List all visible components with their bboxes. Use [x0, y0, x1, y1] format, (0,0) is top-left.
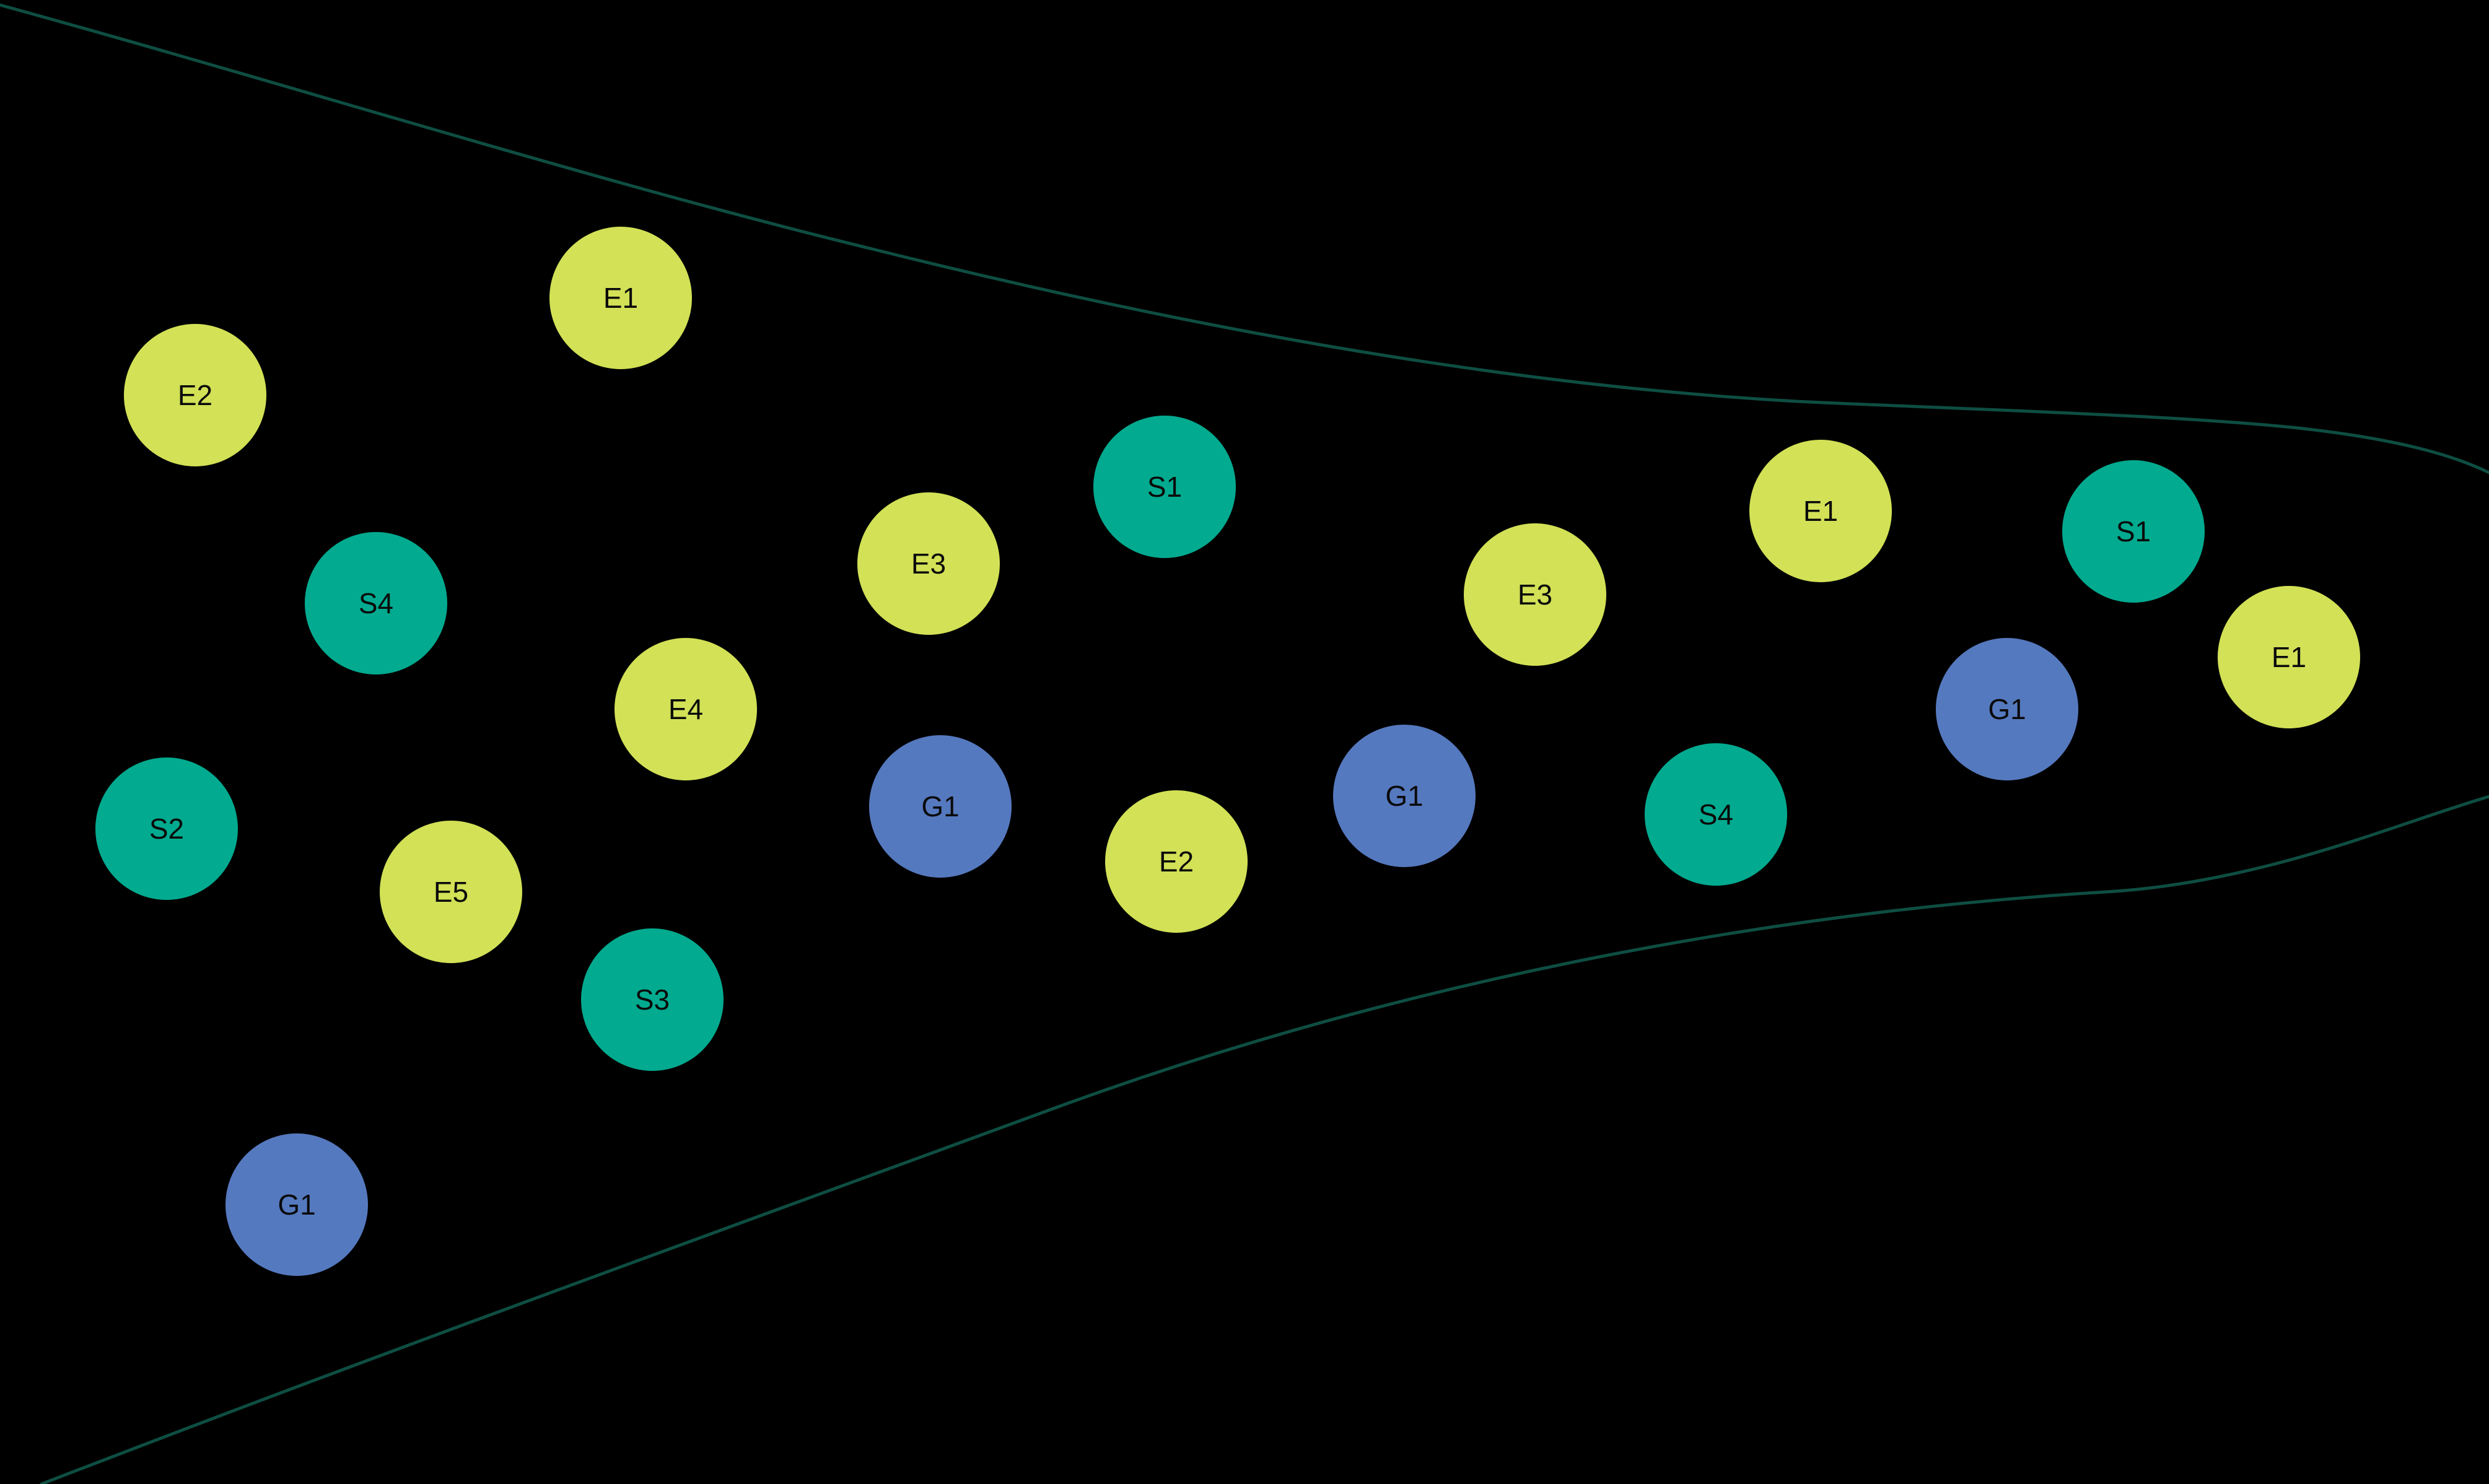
nodes-layer: E1 E2 S1 E1 S1 E3 E3 S4 E1 E4 G1 G1 G1 S4 S2 E2 E5 S3 G1 [95, 227, 2360, 1276]
node-label: G1 [1385, 780, 1423, 812]
node-circle [869, 735, 1012, 878]
graph-node[interactable]: E5 [380, 821, 522, 963]
node-label: E1 [2272, 641, 2306, 673]
node-label: S3 [635, 984, 670, 1016]
graph-node[interactable]: S4 [305, 532, 447, 674]
graph-node[interactable]: E3 [1464, 523, 1606, 666]
node-label: S2 [149, 813, 184, 845]
node-circle [124, 324, 266, 466]
node-circle [1464, 523, 1606, 666]
graph-node[interactable]: S4 [1645, 743, 1787, 886]
node-circle [2062, 460, 2205, 603]
node-circle [2218, 586, 2360, 728]
node-label: S1 [1147, 471, 1182, 503]
graph-node[interactable]: E1 [549, 227, 692, 369]
node-circle [1749, 440, 1892, 582]
node-circle [615, 638, 757, 780]
node-label: E5 [434, 876, 468, 908]
node-circle [1936, 638, 2078, 780]
graph-node[interactable]: S1 [2062, 460, 2205, 603]
graph-node[interactable]: E2 [1105, 790, 1248, 933]
graph-node[interactable]: E1 [1749, 440, 1892, 582]
node-label: E2 [178, 379, 212, 411]
node-label: E3 [911, 548, 946, 580]
graph-node[interactable]: S1 [1093, 416, 1236, 558]
graph-node[interactable]: E4 [615, 638, 757, 780]
graph-node[interactable]: G1 [869, 735, 1012, 878]
node-label: S4 [359, 587, 393, 619]
node-label: G1 [278, 1189, 315, 1221]
node-circle [95, 757, 238, 900]
node-label: E2 [1159, 845, 1194, 878]
graph-node[interactable]: S3 [581, 928, 724, 1071]
node-circle [1105, 790, 1248, 933]
graph-node[interactable]: G1 [1936, 638, 2078, 780]
node-circle [1333, 725, 1476, 867]
node-circle [305, 532, 447, 674]
node-circle [380, 821, 522, 963]
node-label: S1 [2116, 515, 2151, 548]
node-circle [1645, 743, 1787, 886]
graph-node[interactable]: E1 [2218, 586, 2360, 728]
node-label: S4 [1699, 798, 1733, 831]
graph-node[interactable]: G1 [225, 1133, 368, 1276]
node-label: G1 [1988, 693, 2026, 725]
node-label: G1 [921, 790, 959, 823]
node-circle [581, 928, 724, 1071]
graph-node[interactable]: S2 [95, 757, 238, 900]
node-circle [549, 227, 692, 369]
node-label: E4 [668, 693, 703, 725]
funnel-boundary-bottom-line [40, 795, 2489, 1484]
graph-node[interactable]: G1 [1333, 725, 1476, 867]
graph-node[interactable]: E3 [857, 492, 1000, 635]
node-label: E3 [1518, 578, 1552, 611]
node-label: E1 [603, 282, 638, 314]
funnel-boundary-top-line [0, 3, 2489, 474]
node-circle [857, 492, 1000, 635]
node-circle [225, 1133, 368, 1276]
node-label: E1 [1803, 495, 1838, 527]
graph-node[interactable]: E2 [124, 324, 266, 466]
node-circle [1093, 416, 1236, 558]
